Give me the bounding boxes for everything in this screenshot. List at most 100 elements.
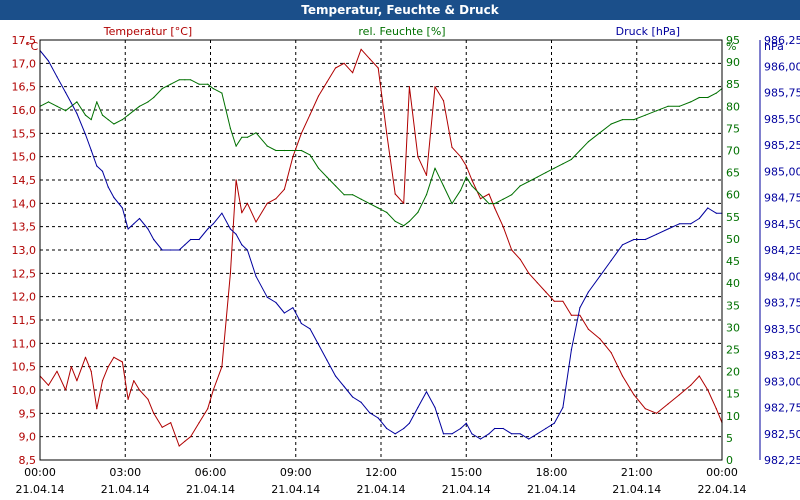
pressure-data-point [502,427,504,430]
temperature-data-point [621,375,624,377]
temperature-data-point [133,380,135,382]
pressure-data-point [553,422,555,424]
humidity-data-point [198,83,200,85]
x-tick-label: 18:00 [536,466,568,479]
temperature-tick-label: 15,0 [12,151,37,164]
pressure-data-point [56,76,58,78]
temperature-data-point [107,366,109,368]
temperature-data-point [465,165,467,167]
humidity-data-point [246,136,248,138]
humidity-tick-label: 10 [726,410,740,423]
pressure-data-point [190,238,192,241]
humidity-tick-label: 75 [726,122,740,135]
humidity-tick-label: 5 [726,432,733,445]
temperature-data-point [300,132,302,134]
pressure-data-point [309,328,311,330]
humidity-tick-label: 15 [726,388,740,401]
humidity-data-point [667,105,669,107]
humidity-data-point [352,194,354,196]
humidity-data-point [386,211,388,213]
x-tick-date: 21.04.14 [527,483,576,496]
pressure-data-point [610,259,612,262]
humidity-data-point [207,83,209,85]
temperature-data-point [570,314,573,316]
x-tick-label: 21:00 [621,466,653,479]
temperature-data-point [76,380,78,382]
temperature-data-point [479,198,482,200]
humidity-data-point [479,194,482,196]
pressure-data-point [425,391,428,393]
humidity-data-point [434,167,436,169]
humidity-tick-label: 70 [726,145,740,158]
pressure-data-point [579,307,581,309]
humidity-data-point [656,110,658,112]
pressure-data-point [47,60,50,62]
humidity-data-point [127,114,129,116]
temperature-data-point [587,328,590,330]
pressure-tick-label: 984,50 [764,218,800,231]
temperature-data-point [255,221,257,223]
pressure-data-point [255,275,257,277]
humidity-data-point [212,88,214,90]
pressure-tick-label: 984,00 [764,270,800,283]
pressure-tick-label: 984,25 [764,244,800,257]
pressure-data-point [698,217,700,220]
pressure-data-point [241,244,243,246]
humidity-data-point [96,101,98,103]
temperature-tick-label: 16,5 [12,81,37,94]
pressure-data-point [207,228,209,230]
humidity-data-point [147,101,149,103]
temperature-data-point [369,58,371,60]
humidity-data-point [394,220,396,222]
temperature-data-point [235,179,237,181]
temperature-data-point [434,86,436,88]
pressure-data-point [76,112,78,115]
humidity-data-point [138,105,141,107]
humidity-data-point [326,176,328,178]
temperature-data-point [528,272,530,274]
pressure-data-point [96,165,98,167]
temperature-data-point [326,81,328,83]
temperature-data-point [190,436,192,438]
pressure-data-point [656,233,658,235]
humidity-data-point [621,119,624,121]
pressure-data-point [403,427,405,430]
pressure-data-point [90,149,92,151]
pressure-data-point [451,433,453,435]
grid-lines [40,40,722,460]
humidity-data-point [610,123,612,125]
humidity-tick-label: 45 [726,255,740,268]
humidity-data-point [502,198,504,200]
pressure-data-point [101,170,104,172]
temperature-data-point [519,258,521,260]
humidity-tick-label: 65 [726,167,740,180]
pressure-tick-label: 985,00 [764,165,800,178]
temperature-data-point [656,412,658,414]
pressure-data-point [107,186,109,188]
pressure-data-point [667,228,669,230]
pressure-axis-title: Druck [hPa] [616,25,680,38]
pressure-tick-label: 984,75 [764,192,800,205]
x-tick-label: 06:00 [195,466,227,479]
humidity-data-point [101,114,104,116]
temperature-axis-title: Temperatur [°C] [103,25,192,38]
humidity-data-point [76,101,78,103]
temperature-data-point [633,394,635,396]
temperature-data-point [56,370,58,372]
pressure-data-point [352,396,354,398]
pressure-data-point [369,412,371,414]
temperature-data-point [161,426,163,428]
temperature-data-point [644,408,646,410]
pressure-data-point [266,296,268,298]
axis-labels: 00:00 21.04.14 03:00 21.04.14 06:00 21.04.14 0… [12,25,800,496]
x-tick-label: 09:00 [280,466,312,479]
humidity-data-point [121,119,123,121]
x-tick-date: 21.04.14 [16,483,65,496]
humidity-data-point [369,203,371,205]
pressure-data-point [161,249,163,251]
temperature-tick-label: 9,5 [19,407,37,420]
plot-border [39,39,723,461]
temperature-data-point [84,356,87,358]
pressure-data-point [408,422,410,424]
humidity-data-point [255,132,257,134]
